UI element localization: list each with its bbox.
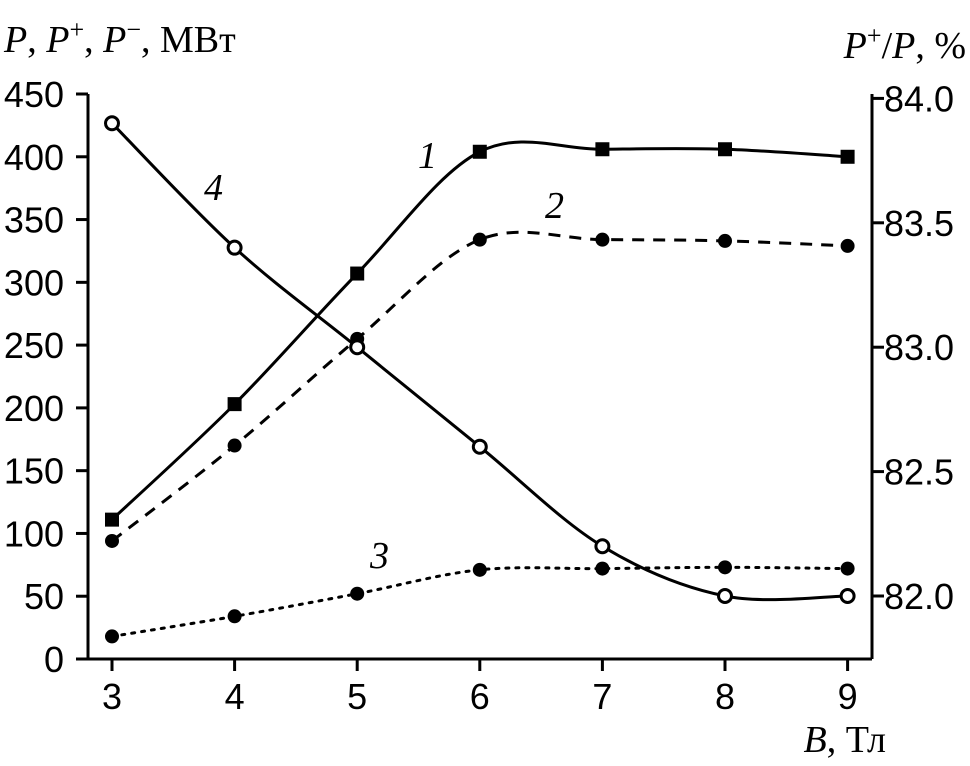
x-tick-label-5: 5 xyxy=(347,676,367,717)
series-4-point-3 xyxy=(104,115,120,132)
y-right-tick-label-84.0: 84.0 xyxy=(884,78,954,119)
y-left-tick-label-150: 150 xyxy=(4,451,64,492)
x-tick-label-7: 7 xyxy=(592,676,612,717)
series-2-point-3 xyxy=(105,533,119,548)
y-right-tick-label-83.0: 83.0 xyxy=(884,327,954,368)
series-3-point-8 xyxy=(718,560,732,575)
series-3-point-5 xyxy=(350,586,365,601)
series-3-point-3 xyxy=(105,629,119,644)
series-3-point-6 xyxy=(472,562,487,577)
curve-label-3: 3 xyxy=(369,535,389,577)
curve-label-4: 4 xyxy=(204,167,223,209)
y-left-tick-label-100: 100 xyxy=(4,513,64,554)
curve-label-2: 2 xyxy=(545,185,564,227)
series-4-point-7 xyxy=(594,538,611,555)
series-2-point-6 xyxy=(472,232,487,247)
series-markers xyxy=(104,115,856,644)
y-left-tick-label-450: 450 xyxy=(4,74,64,115)
series-1-point-4 xyxy=(227,397,242,412)
series-4-point-8 xyxy=(717,588,733,604)
x-axis-title: B, Тл xyxy=(803,719,886,761)
x-tick-label-9: 9 xyxy=(838,676,858,717)
y-left-tick-label-400: 400 xyxy=(4,137,64,178)
series-3-line xyxy=(110,565,850,638)
series-3-point-7 xyxy=(595,561,610,576)
series-1-point-9 xyxy=(840,149,855,164)
y-left-tick-label-50: 50 xyxy=(24,576,64,617)
y-left-tick-label-250: 250 xyxy=(4,325,64,366)
series-4-point-5 xyxy=(349,339,366,356)
series-1-point-5 xyxy=(350,266,365,281)
series-2-line xyxy=(111,230,848,543)
series-1-point-3 xyxy=(105,512,119,527)
y-right-tick-label-83.5: 83.5 xyxy=(884,203,954,244)
curve-label-1: 1 xyxy=(418,135,437,177)
y-left-tick-label-350: 350 xyxy=(4,200,64,241)
series-4-point-6 xyxy=(471,438,488,455)
x-tick-label-3: 3 xyxy=(102,676,122,717)
y-left-tick-label-200: 200 xyxy=(4,388,64,429)
series-3-point-9 xyxy=(840,561,855,576)
y-right-tick-label-82.0: 82.0 xyxy=(884,576,954,617)
series-4-point-9 xyxy=(839,588,856,604)
series-4-point-4 xyxy=(226,239,243,256)
x-tick-label-6: 6 xyxy=(470,676,490,717)
series-2-point-8 xyxy=(718,233,732,248)
series-2-point-9 xyxy=(840,238,855,253)
series-2-point-4 xyxy=(227,438,242,453)
series-1-point-6 xyxy=(472,144,487,159)
x-tick-label-8: 8 xyxy=(715,676,735,717)
y-left-tick-label-0: 0 xyxy=(44,639,64,680)
y-left-tick-label-300: 300 xyxy=(4,262,64,303)
x-tick-label-4: 4 xyxy=(225,676,245,717)
right-axis-title: P+/P, % xyxy=(843,21,966,67)
axis-ticks: 3 4 5 6 7 8 9 0 50 100 150 200 250 300 350 400 450 82.0 82… xyxy=(4,74,954,717)
y-right-tick-label-82.5: 82.5 xyxy=(884,452,954,493)
series-2-point-7 xyxy=(595,232,610,247)
series-1-point-8 xyxy=(718,142,732,157)
left-axis-title: P, P+, P−, МВт xyxy=(3,15,236,61)
series-3-point-4 xyxy=(227,609,242,624)
series-1-point-7 xyxy=(595,142,610,157)
